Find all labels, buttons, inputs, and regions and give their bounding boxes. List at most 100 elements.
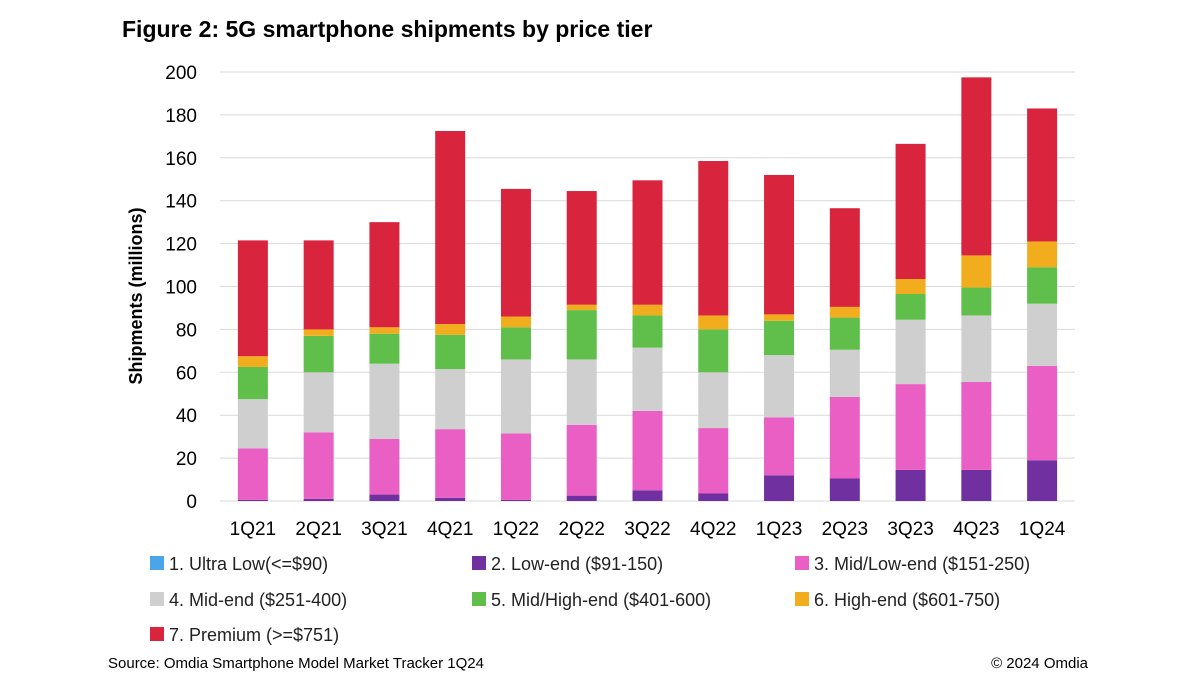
y-tick-label: 140: [165, 192, 197, 213]
bar-segment-4-3Q21: [369, 363, 400, 439]
legend: 1. Ultra Low(<=$90) 2. Low-end ($91-150) 3…: [150, 554, 1030, 645]
bar-segment-6-3Q22: [632, 304, 663, 316]
bar-segment-6-3Q23: [895, 278, 926, 295]
bar-segment-7-3Q21: [369, 222, 400, 328]
bar-segment-7-4Q21: [435, 130, 466, 325]
bar-segment-7-1Q24: [1027, 108, 1058, 242]
bar-segment-4-4Q23: [961, 315, 992, 382]
bar-segment-7-2Q21: [303, 240, 334, 330]
x-tick-label: 4Q23: [953, 519, 999, 540]
legend-swatch-5: [472, 592, 486, 606]
y-axis-ticks: 0 20 40 60 80 100 120 140 160 180 200: [165, 63, 197, 513]
bar-segment-6-2Q22: [566, 304, 597, 311]
bar-segment-5-3Q22: [632, 315, 663, 348]
bar-segment-4-2Q22: [566, 359, 597, 425]
copyright-note: © 2024 Omdia: [991, 655, 1089, 672]
bar-segment-2-1Q23: [764, 475, 795, 501]
bar-segment-2-4Q23: [961, 469, 992, 501]
y-tick-label: 0: [186, 492, 197, 513]
bar-segment-2-4Q21: [435, 497, 466, 501]
bar-segment-7-1Q23: [764, 174, 795, 315]
bar-segment-5-4Q22: [698, 329, 729, 373]
bar-segment-5-3Q23: [895, 294, 926, 320]
bar-segment-7-3Q22: [632, 180, 663, 305]
bar-segment-5-2Q23: [829, 317, 860, 350]
x-tick-label: 2Q22: [558, 519, 604, 540]
x-tick-label: 4Q21: [427, 519, 473, 540]
bar-segment-2-2Q22: [566, 495, 597, 501]
bar-segment-3-4Q21: [435, 429, 466, 498]
legend-swatch-7: [150, 627, 164, 641]
x-tick-label: 2Q21: [295, 519, 341, 540]
bar-segment-3-3Q23: [895, 384, 926, 470]
x-tick-label: 3Q22: [624, 519, 670, 540]
bar-segment-4-4Q21: [435, 369, 466, 430]
bar-segment-4-2Q23: [829, 349, 860, 397]
legend-label-1: 1. Ultra Low(<=$90): [169, 554, 328, 574]
legend-label-2: 2. Low-end ($91-150): [491, 554, 663, 574]
y-tick-label: 100: [165, 278, 197, 299]
bar-segment-3-1Q21: [237, 448, 268, 500]
bar-segment-7-1Q21: [237, 240, 268, 357]
bar-segment-4-4Q22: [698, 372, 729, 429]
x-tick-label: 1Q23: [756, 519, 802, 540]
bar-segment-5-1Q24: [1027, 267, 1058, 304]
bar-segment-4-1Q23: [764, 355, 795, 418]
legend-label-6: 6. High-end ($601-750): [814, 590, 1000, 610]
x-tick-label: 2Q23: [822, 519, 868, 540]
y-tick-label: 160: [165, 149, 197, 170]
bar-segment-5-1Q23: [764, 320, 795, 356]
bar-segment-6-1Q23: [764, 314, 795, 321]
y-tick-label: 180: [165, 106, 197, 127]
bar-segment-7-4Q23: [961, 77, 992, 256]
bar-segment-6-1Q24: [1027, 241, 1058, 268]
legend-swatch-4: [150, 592, 164, 606]
bar-segment-2-2Q21: [303, 498, 334, 501]
bar-segment-2-3Q21: [369, 494, 400, 501]
y-tick-label: 60: [176, 363, 197, 384]
y-axis-label: Shipments (millions): [126, 207, 146, 384]
bar-segment-5-1Q21: [237, 366, 268, 400]
bar-segment-6-2Q23: [829, 306, 860, 318]
bar-segment-4-1Q21: [237, 399, 268, 449]
bar-segment-3-3Q21: [369, 438, 400, 495]
legend-label-7: 7. Premium (>=$751): [169, 625, 339, 645]
bar-segment-3-1Q22: [500, 433, 531, 500]
bar-segment-2-3Q22: [632, 490, 663, 501]
chart-title: Figure 2: 5G smartphone shipments by pri…: [122, 16, 652, 42]
bar-segment-5-3Q21: [369, 333, 400, 364]
bar-segment-4-1Q22: [500, 359, 531, 434]
bar-segment-3-3Q22: [632, 410, 663, 491]
bar-segment-5-1Q22: [500, 327, 531, 360]
bar-segment-3-2Q21: [303, 432, 334, 499]
x-tick-label: 1Q22: [493, 519, 539, 540]
bar-segment-7-3Q23: [895, 143, 926, 279]
bar-segment-2-3Q23: [895, 469, 926, 501]
legend-label-4: 4. Mid-end ($251-400): [169, 590, 347, 610]
bar-segment-5-4Q21: [435, 334, 466, 370]
bar-segment-7-1Q22: [500, 188, 531, 317]
y-tick-label: 200: [165, 63, 197, 84]
legend-swatch-3: [795, 556, 809, 570]
bar-segment-5-2Q21: [303, 335, 334, 373]
bar-segment-2-1Q21: [237, 499, 268, 501]
bar-segment-6-1Q21: [237, 356, 268, 367]
bar-segment-4-2Q21: [303, 372, 334, 433]
legend-label-3: 3. Mid/Low-end ($151-250): [814, 554, 1030, 574]
x-tick-label: 3Q21: [361, 519, 407, 540]
bar-segment-6-3Q21: [369, 327, 400, 334]
bar-segment-2-1Q22: [500, 499, 531, 501]
bar-segment-6-2Q21: [303, 329, 334, 336]
x-axis-ticks: 1Q21 2Q21 3Q21 4Q21 1Q22 2Q22 3Q22 4Q22 1Q23 2Q23…: [230, 519, 1066, 540]
bar-segment-3-2Q23: [829, 396, 860, 479]
bar-segment-2-1Q24: [1027, 460, 1058, 501]
y-tick-label: 120: [165, 235, 197, 256]
bar-segment-6-4Q22: [698, 315, 729, 330]
x-tick-label: 4Q22: [690, 519, 736, 540]
bars: [237, 77, 1058, 501]
legend-swatch-6: [795, 592, 809, 606]
bar-segment-4-3Q22: [632, 347, 663, 411]
x-tick-label: 1Q24: [1019, 519, 1066, 540]
bar-segment-3-2Q22: [566, 424, 597, 496]
